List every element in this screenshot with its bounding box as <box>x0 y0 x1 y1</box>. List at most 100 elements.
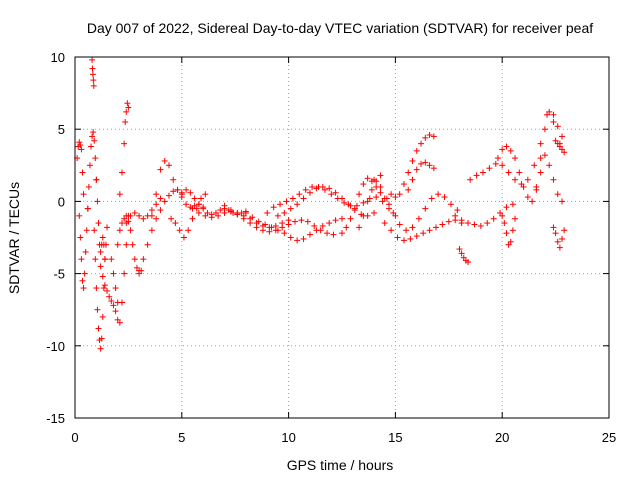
data-point <box>185 227 192 234</box>
data-point <box>413 233 420 240</box>
data-point <box>409 224 416 231</box>
data-point <box>313 185 320 192</box>
data-point <box>306 231 313 238</box>
data-point <box>441 194 448 201</box>
data-point <box>131 209 138 216</box>
data-point <box>313 227 320 234</box>
data-point <box>524 194 531 201</box>
tick-labels-layer: 0 5 10 15 20 25 -15 -10 -5 0 5 10 <box>46 50 616 445</box>
data-point <box>124 100 131 107</box>
data-point <box>136 267 143 274</box>
data-point <box>556 244 563 251</box>
data-point <box>447 201 454 208</box>
data-point <box>351 205 358 212</box>
data-point <box>176 227 183 234</box>
data-point <box>170 176 177 183</box>
data-point <box>227 207 234 214</box>
data-point <box>422 205 429 212</box>
data-point <box>541 126 548 133</box>
data-point <box>274 227 281 234</box>
series-trace-i <box>116 100 132 198</box>
data-point <box>319 222 326 229</box>
data-point <box>127 212 134 219</box>
data-point <box>90 129 97 136</box>
data-point <box>292 218 299 225</box>
data-point <box>509 201 516 208</box>
series-trace-ae <box>499 212 519 248</box>
y-tick-label-5: 5 <box>58 122 65 137</box>
data-point <box>554 191 561 198</box>
series-trace-l <box>123 195 164 227</box>
data-point <box>178 191 185 198</box>
data-point <box>79 277 86 284</box>
data-point <box>148 227 155 234</box>
data-point <box>426 162 433 169</box>
data-point <box>364 175 371 182</box>
data-point <box>537 140 544 147</box>
data-point <box>415 215 422 222</box>
data-point <box>360 181 367 188</box>
data-point <box>300 235 307 242</box>
data-point <box>153 215 160 222</box>
data-point <box>458 217 465 224</box>
data-point <box>144 241 151 248</box>
data-point <box>392 194 399 201</box>
data-point <box>409 157 416 164</box>
data-point <box>298 217 305 224</box>
data-point <box>112 308 119 315</box>
data-point <box>484 220 491 227</box>
data-point <box>294 201 301 208</box>
data-point <box>507 238 514 245</box>
data-point <box>473 172 480 179</box>
data-point <box>364 198 371 205</box>
data-point <box>537 155 544 162</box>
data-point <box>183 201 190 208</box>
data-point <box>550 118 557 125</box>
data-point <box>274 212 281 219</box>
data-point <box>503 204 510 211</box>
y-tick-label--10: -10 <box>46 339 65 354</box>
data-point <box>99 234 106 241</box>
data-point <box>98 335 105 342</box>
data-point <box>99 313 106 320</box>
x-tick-label-10: 10 <box>281 430 295 445</box>
data-point <box>198 195 205 202</box>
data-point <box>122 118 129 125</box>
data-point <box>97 248 104 255</box>
data-point <box>168 215 175 222</box>
data-point <box>129 241 136 248</box>
data-point <box>89 71 96 78</box>
data-point <box>172 220 179 227</box>
ticks-layer <box>74 56 610 419</box>
series-trace-a <box>74 139 87 198</box>
chart-title: Day 007 of 2022, Sidereal Day-to-day VTE… <box>87 20 593 36</box>
data-point <box>400 237 407 244</box>
data-point <box>494 155 501 162</box>
data-point <box>529 198 536 205</box>
x-axis-title: GPS time / hours <box>287 457 394 473</box>
plot-frame <box>74 56 610 419</box>
data-point <box>409 176 416 183</box>
data-point <box>435 191 442 198</box>
data-point <box>127 227 134 234</box>
data-point <box>240 215 247 222</box>
data-point <box>328 191 335 198</box>
data-point <box>426 131 433 138</box>
data-point <box>217 207 224 214</box>
series-trace-n <box>168 191 209 241</box>
data-point <box>486 165 493 172</box>
data-point <box>208 214 215 221</box>
data-point <box>97 345 104 352</box>
data-point <box>289 195 296 202</box>
data-point <box>161 157 168 164</box>
data-point <box>86 162 93 169</box>
data-point <box>94 198 101 205</box>
data-point <box>90 82 97 89</box>
data-point <box>253 224 260 231</box>
data-point <box>507 147 514 154</box>
data-point <box>430 165 437 172</box>
data-point <box>559 235 566 242</box>
data-point <box>234 211 241 218</box>
grid-layer <box>75 57 609 418</box>
data-point <box>123 108 130 115</box>
